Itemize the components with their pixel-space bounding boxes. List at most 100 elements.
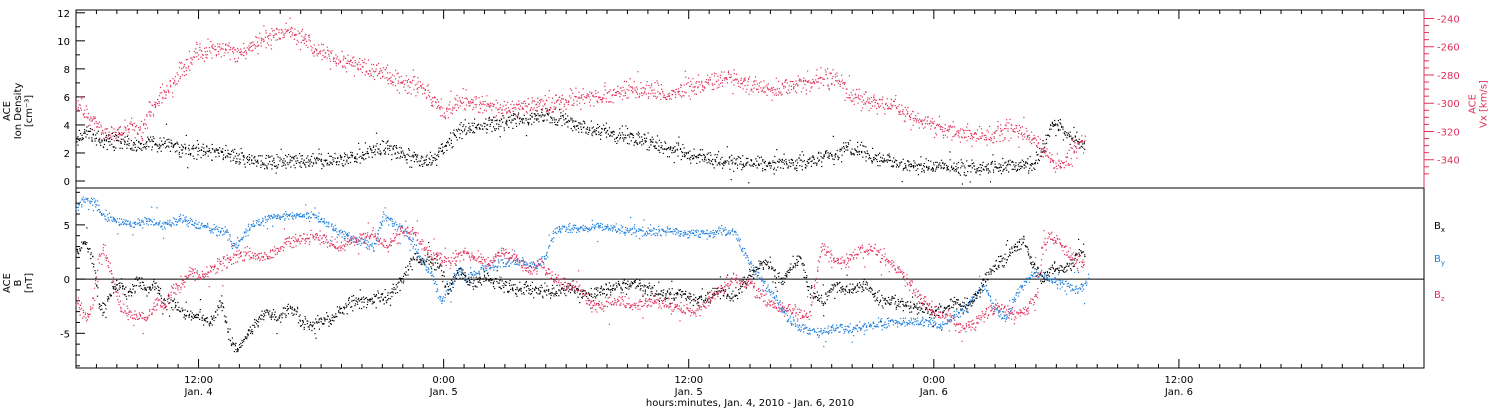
vx-series-point (519, 104, 520, 105)
vx-series-point (336, 58, 337, 59)
vx-series-point (556, 102, 557, 103)
density-series-point (302, 155, 303, 156)
vx-series-point (322, 55, 323, 56)
vx-series-point (760, 81, 761, 82)
vx-series-point (860, 95, 861, 96)
by-series-point (226, 229, 227, 230)
vx-series-point (743, 81, 744, 82)
vx-series-point (1068, 163, 1069, 164)
vx-series-point (766, 95, 767, 96)
vx-series-point (979, 126, 980, 127)
density-series-point (230, 157, 231, 158)
by-series-point (385, 207, 386, 208)
density-series-point (396, 145, 397, 146)
vx-series-point (827, 86, 828, 87)
vx-series-point (1024, 133, 1025, 134)
vx-series-point (939, 116, 940, 117)
density-series-point (1045, 135, 1046, 136)
by-series-point (256, 220, 257, 221)
by-series-point (382, 225, 383, 226)
density-series-point (91, 137, 92, 138)
density-series-point (662, 148, 663, 149)
density-series-point (866, 156, 867, 157)
vx-series-point (603, 97, 604, 98)
vx-series-point (872, 106, 873, 107)
vx-series-point (502, 113, 503, 114)
density-series-point (608, 134, 609, 135)
vx-series-point (584, 103, 585, 104)
vx-series-point (438, 105, 439, 106)
vx-series-point (1072, 148, 1073, 149)
by-series-point (308, 213, 309, 214)
density-series-point (193, 156, 194, 157)
vx-series-point (429, 92, 430, 93)
by-series-point (366, 247, 367, 248)
density-series-point (553, 117, 554, 118)
vx-series-point (797, 84, 798, 85)
vx-series-point (255, 36, 256, 37)
density-series-point (118, 140, 119, 141)
density-series-point (613, 134, 614, 135)
vx-series-point (836, 81, 837, 82)
density-series-point (1058, 120, 1059, 121)
vx-series-point (456, 104, 457, 105)
vx-series-point (1068, 165, 1069, 166)
density-series-point (1027, 158, 1028, 159)
by-series-point (277, 218, 278, 219)
vx-series-point (717, 76, 718, 77)
by-series-point (205, 225, 206, 226)
by-series-point (265, 216, 266, 217)
density-series-point (191, 148, 192, 149)
vx-series-point (655, 93, 656, 94)
vx-series-point (135, 126, 136, 127)
density-series-point (223, 154, 224, 155)
density-series-point (872, 162, 873, 163)
density-series-point (672, 150, 673, 151)
density-series-point (595, 133, 596, 134)
vx-series-point (315, 48, 316, 49)
density-series-point (1071, 138, 1072, 139)
density-series-point (610, 135, 611, 136)
density-series-point (988, 172, 989, 173)
vx-series-point (351, 64, 352, 65)
vx-series-point (1082, 141, 1083, 142)
vx-series-point (155, 107, 156, 108)
density-series-point (1053, 126, 1054, 127)
density-series-point (331, 162, 332, 163)
by-series-point (190, 218, 191, 219)
density-series-point (769, 165, 770, 166)
density-series-point (89, 131, 90, 132)
vx-series-point (407, 80, 408, 81)
by-series-point (238, 245, 239, 246)
density-series-point (444, 146, 445, 147)
vx-series-point (694, 90, 695, 91)
vx-series-point (244, 51, 245, 52)
density-series-point (1030, 156, 1031, 157)
vx-series-point (432, 101, 433, 102)
vx-series-point (634, 87, 635, 88)
density-series-point (1028, 170, 1029, 171)
vx-series-point (913, 120, 914, 121)
density-series-point (291, 160, 292, 161)
density-series-point (451, 143, 452, 144)
density-series-point (518, 114, 519, 115)
vx-series-point (380, 78, 381, 79)
vx-series-point (795, 91, 796, 92)
vx-series-point (738, 86, 739, 87)
density-series-point (111, 144, 112, 145)
vx-series-point (275, 33, 276, 34)
density-series-point (1020, 168, 1021, 169)
density-series-point (159, 147, 160, 148)
density-series-point (264, 168, 265, 169)
vx-series-point (217, 43, 218, 44)
vx-series-point (932, 123, 933, 124)
vx-series-point (272, 30, 273, 31)
vx-series-point (819, 88, 820, 89)
vx-series-point (1014, 128, 1015, 129)
by-series-point (196, 228, 197, 229)
by-series-point (262, 221, 263, 222)
vx-series-point (556, 100, 557, 101)
density-series-point (132, 150, 133, 151)
vx-series-point (494, 104, 495, 105)
vx-series-point (552, 111, 553, 112)
